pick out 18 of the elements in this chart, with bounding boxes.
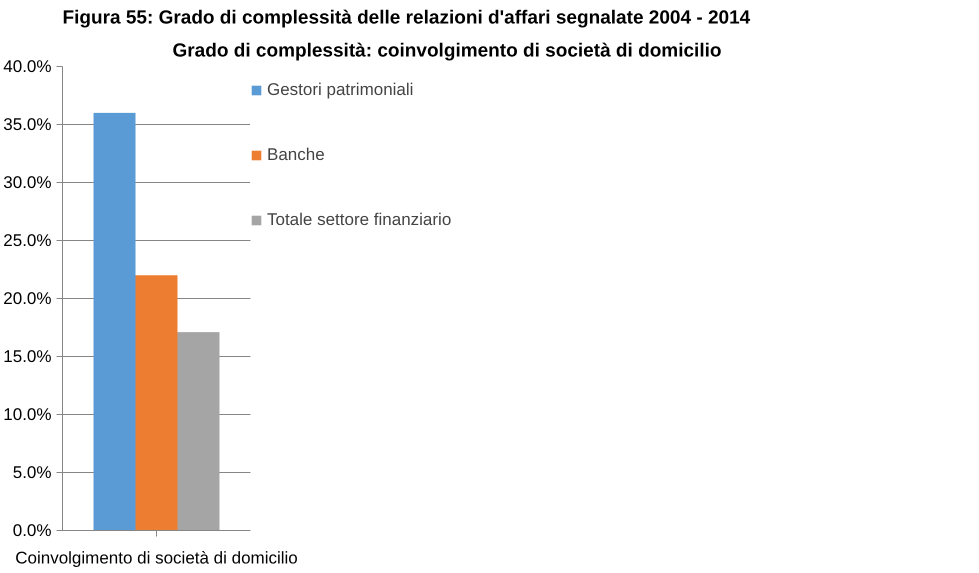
x-tick-label: Coinvolgimento di società di domicilio [15, 548, 298, 568]
y-tick-label: 10.0% [3, 405, 52, 424]
y-tick-label: 25.0% [3, 231, 52, 250]
y-tick-label: 40.0% [3, 57, 52, 76]
y-tick-label: 30.0% [3, 173, 52, 192]
legend-label: Totale settore finanziario [267, 210, 452, 230]
legend-label: Gestori patrimoniali [267, 80, 414, 100]
text: Figura 55: Grado di complessità delle relazioni d'affari segnalate 2004 - 2014 [62, 8, 751, 28]
bar [177, 332, 220, 530]
bar [136, 275, 178, 530]
y-tick-label: 0.0% [12, 521, 52, 540]
y-tick-label: 5.0% [12, 463, 52, 482]
text: Grado di complessità: coinvolgimento di società di domicilio [172, 40, 722, 62]
bar [94, 112, 136, 530]
y-tick-label: 35.0% [3, 115, 52, 134]
y-tick-label: 20.0% [3, 289, 52, 308]
legend-label: Banche [267, 145, 326, 165]
y-tick-label: 15.0% [3, 347, 52, 366]
